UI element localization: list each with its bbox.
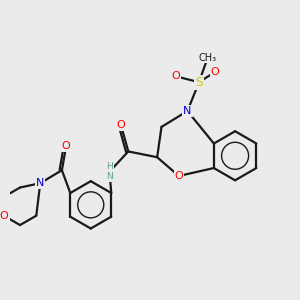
Text: O: O [117, 121, 125, 130]
Text: CH₃: CH₃ [199, 52, 217, 63]
Text: N: N [36, 178, 44, 188]
Text: O: O [211, 67, 219, 77]
Text: O: O [172, 71, 180, 81]
Text: S: S [195, 76, 203, 89]
Text: N: N [183, 106, 192, 116]
Text: O: O [0, 211, 8, 221]
Text: H
N: H N [106, 162, 113, 182]
Text: O: O [174, 171, 183, 181]
Text: O: O [62, 141, 70, 151]
